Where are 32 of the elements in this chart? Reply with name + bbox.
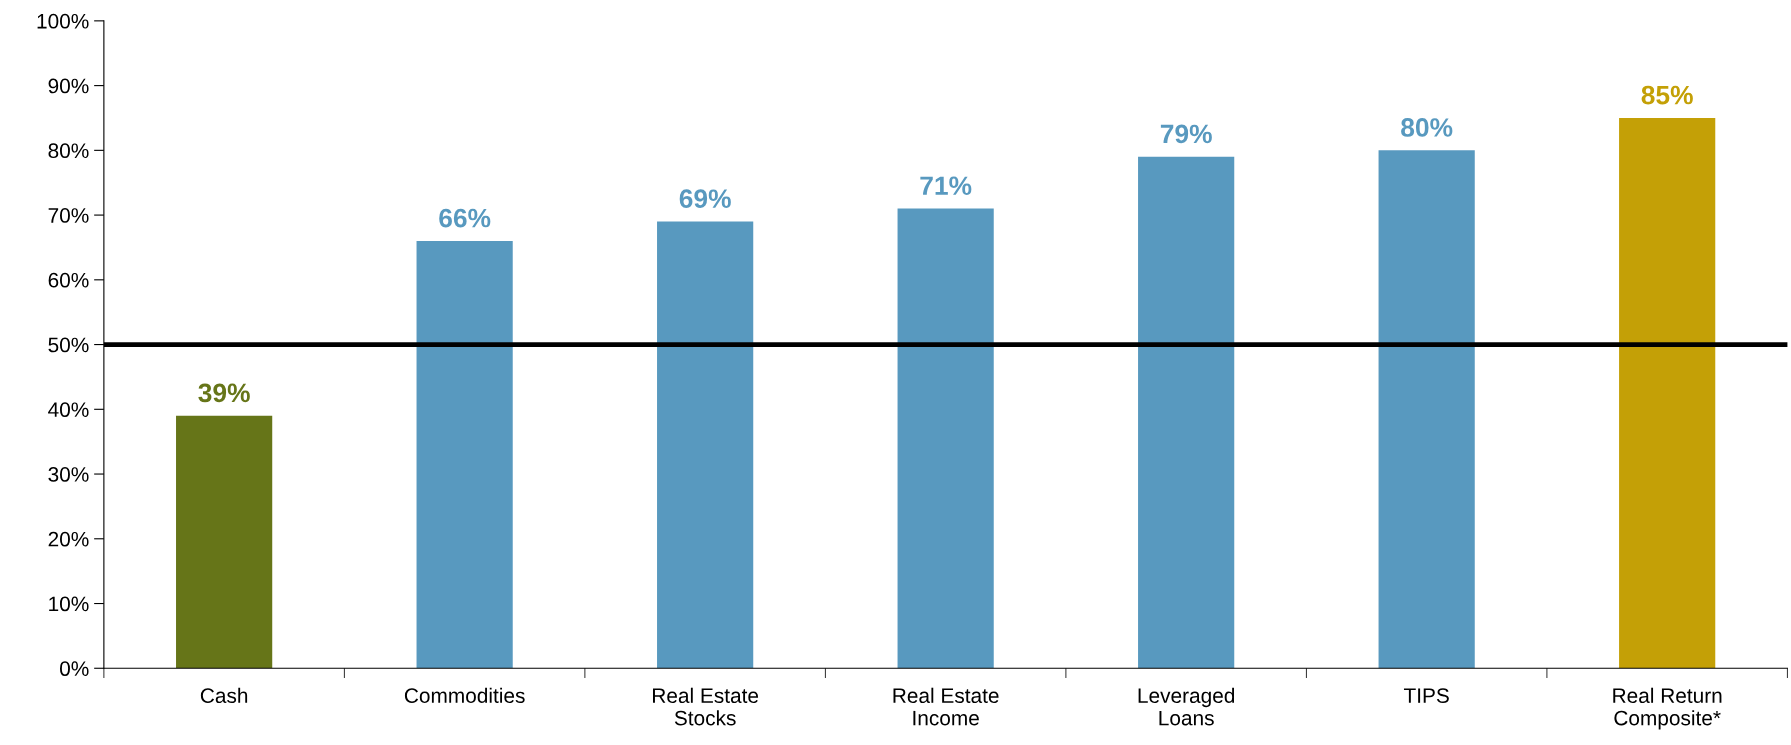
y-tick-label: 60%	[48, 272, 89, 288]
bar	[657, 221, 754, 669]
y-tick-label: 10%	[49, 596, 89, 612]
bar	[1138, 156, 1235, 669]
data-label: 80%	[1401, 118, 1453, 137]
x-tick-label: Cash	[200, 687, 248, 704]
x-tick-label: TIPS	[1403, 688, 1449, 704]
data-label: 85%	[1641, 85, 1693, 105]
bar	[1619, 117, 1716, 669]
x-tick-label: Commodities	[404, 687, 525, 704]
y-tick-label: 20%	[48, 531, 89, 547]
data-label: 39%	[198, 383, 250, 403]
bar	[897, 208, 994, 669]
data-label: 71%	[920, 176, 972, 195]
x-tick-label: Real Return Composite*	[1613, 687, 1722, 730]
y-tick-label: 90%	[48, 78, 89, 94]
x-tick-label: Real Estate Stocks	[653, 687, 759, 726]
bar	[416, 240, 513, 669]
y-tick-label: 40%	[48, 402, 89, 418]
y-tick-label: 70%	[48, 208, 89, 223]
data-label: 69%	[679, 189, 731, 209]
y-tick-label: 100%	[37, 13, 89, 29]
data-label: 79%	[1160, 124, 1212, 144]
bar	[1378, 150, 1475, 669]
data-label: 66%	[439, 208, 491, 228]
x-tick-label: Leveraged Loans	[1138, 687, 1235, 726]
x-tick-label: Real Estate Income	[893, 687, 999, 726]
y-tick-label: 0%	[60, 661, 89, 677]
y-tick-label: 50%	[48, 337, 89, 353]
y-tick-label: 30%	[48, 467, 89, 482]
bar	[176, 415, 273, 669]
y-tick-label: 80%	[48, 143, 89, 159]
